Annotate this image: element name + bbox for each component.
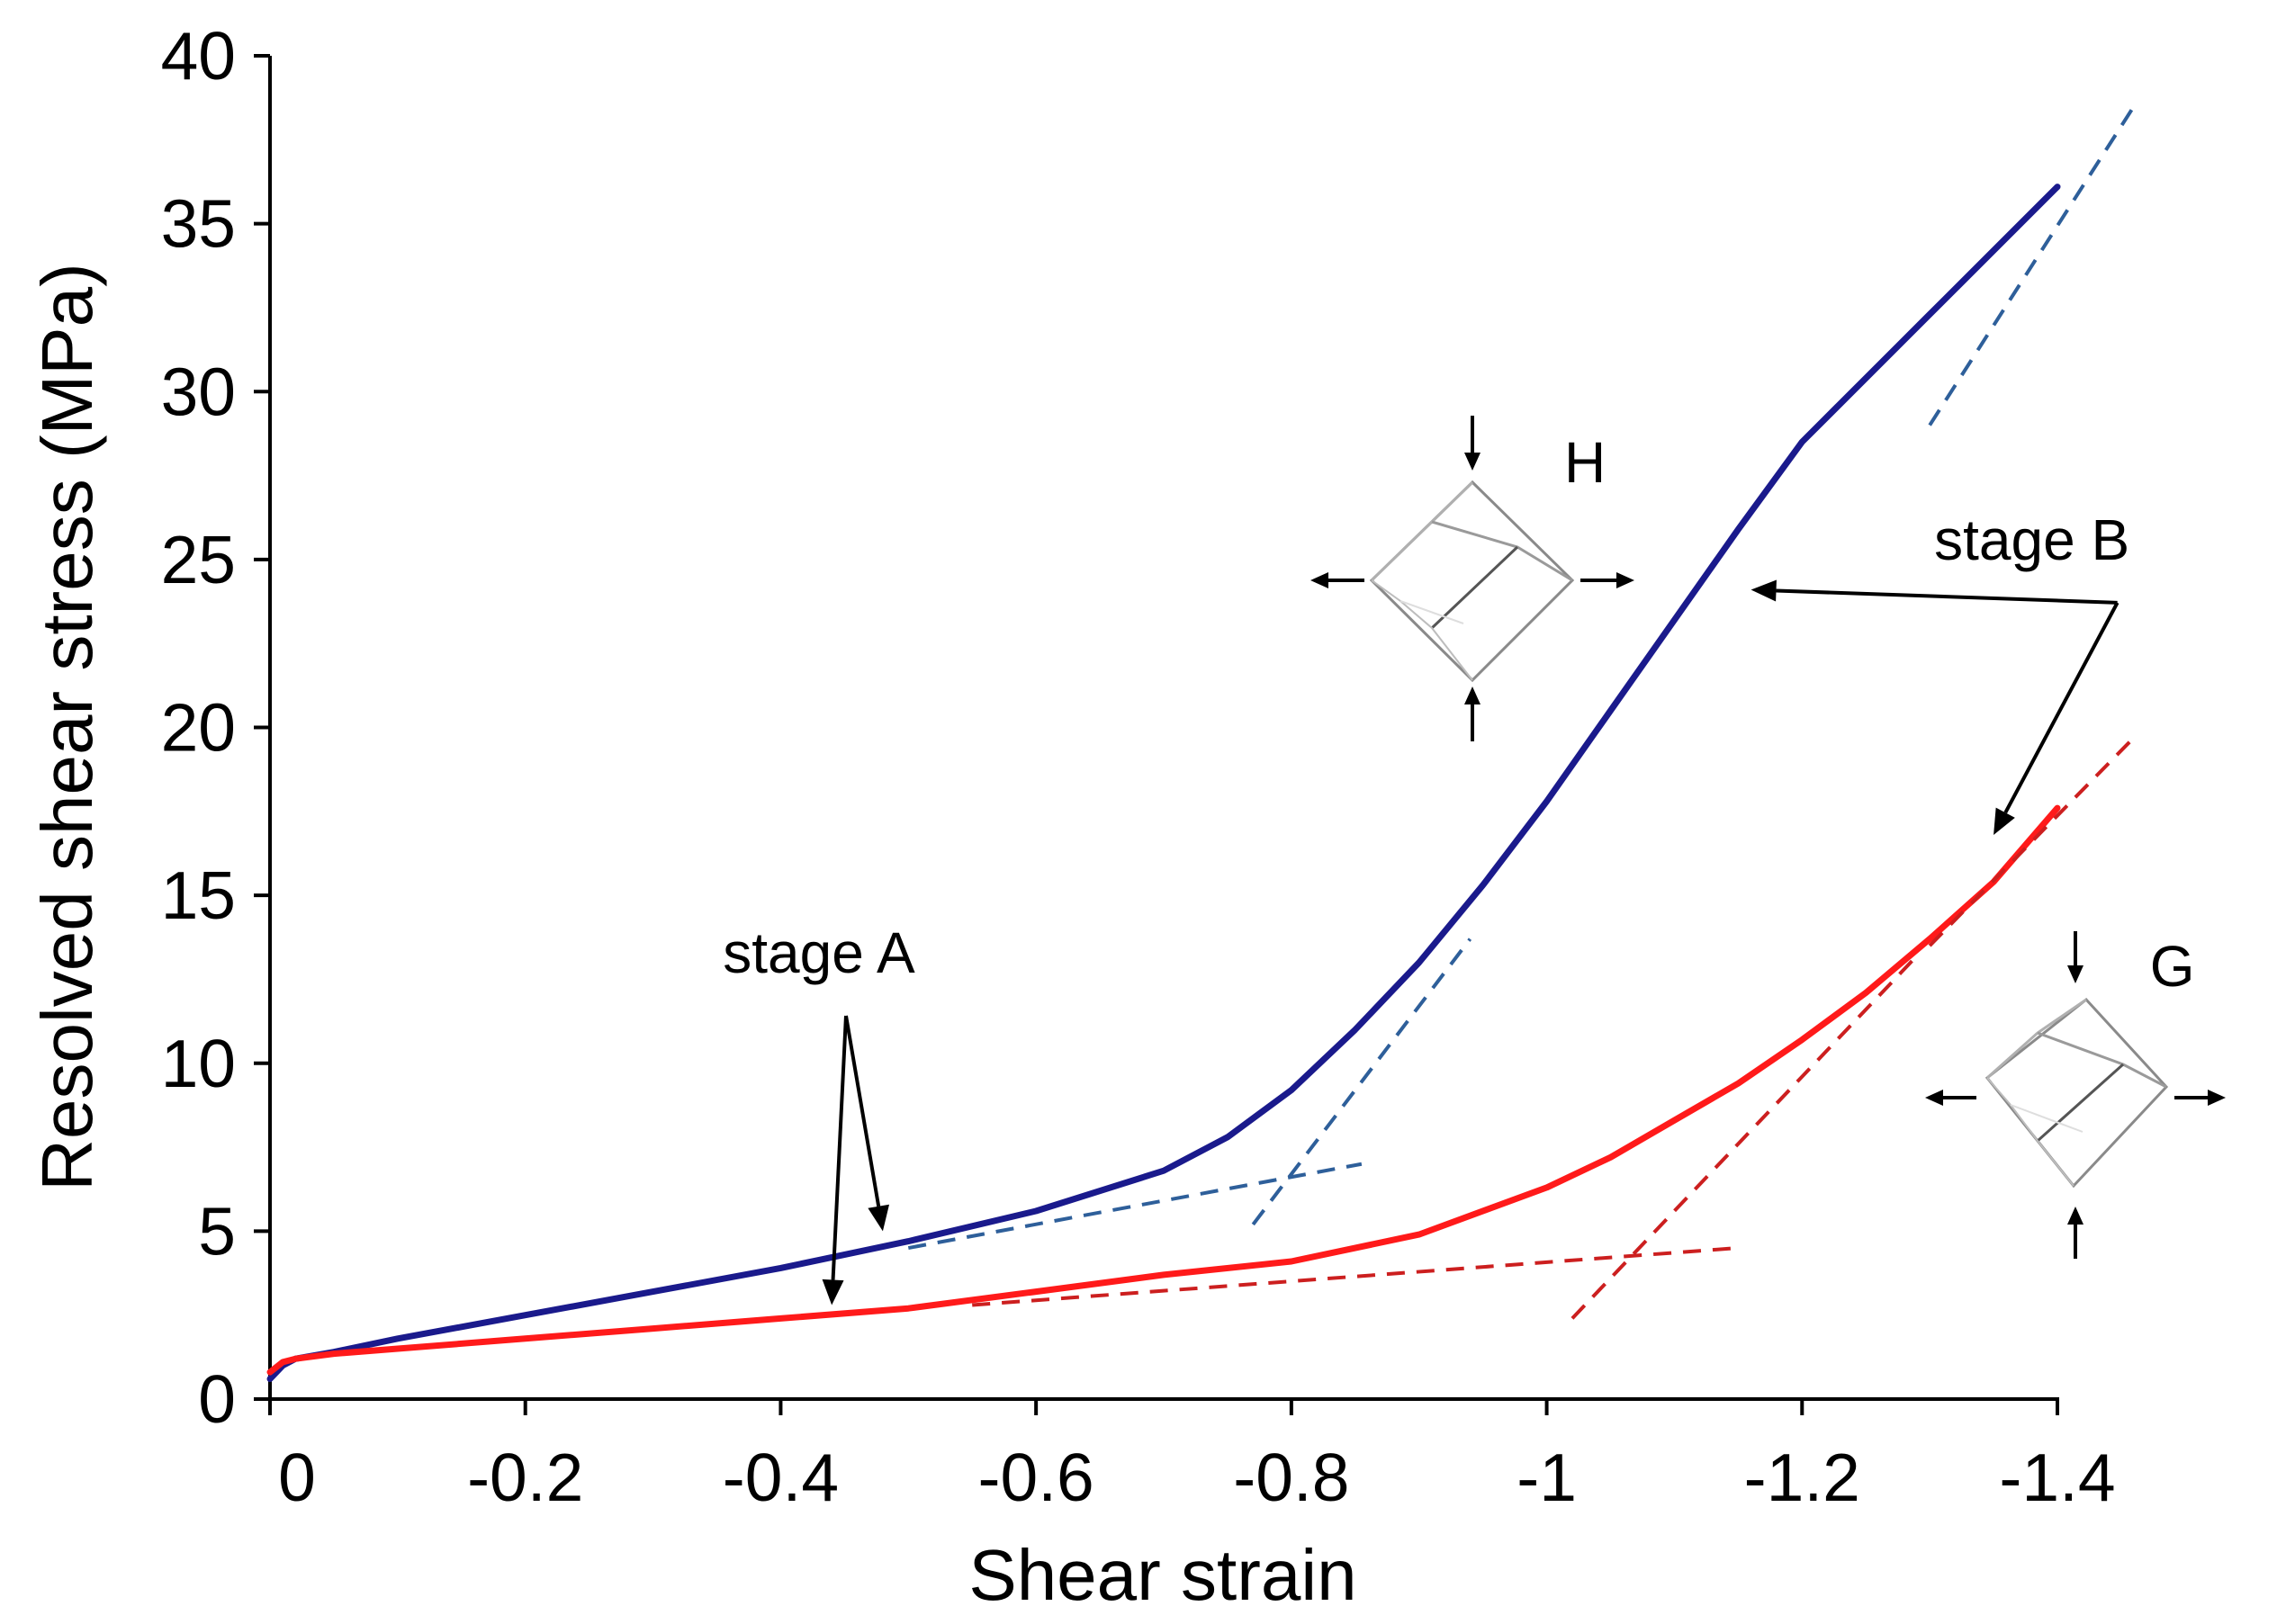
annotation-arrow-head	[822, 1279, 844, 1305]
crystal-h-outline	[1369, 480, 1575, 683]
crystal-g-edge	[1986, 1077, 2074, 1187]
x-tick-label: -0.4	[723, 1440, 839, 1515]
crystal-g-icon	[1925, 931, 2226, 1259]
arrow-head	[2067, 965, 2084, 983]
arrow-head	[1925, 1090, 1943, 1106]
x-tick-label: -1.4	[1999, 1440, 2115, 1515]
crystal-h-edge	[1430, 545, 1519, 630]
crystal-g-edge	[2036, 1063, 2125, 1143]
y-tick-label: 40	[161, 18, 236, 94]
fit-line	[907, 1162, 1363, 1251]
annotation-arrow	[844, 1015, 881, 1207]
y-tick-label: 35	[161, 186, 236, 262]
series-g-line	[266, 804, 2061, 1376]
crystal-g-edge	[2010, 1104, 2084, 1133]
annotation-arrow-head	[1750, 579, 1777, 602]
y-tick-label: 25	[161, 522, 236, 597]
y-axis-title: Resolved shear stress (MPa)	[27, 263, 107, 1190]
x-tick-label: 0	[278, 1440, 316, 1515]
annotation-arrow	[831, 1015, 848, 1280]
x-tick-label: -1	[1516, 1440, 1577, 1515]
series-h-line	[266, 184, 2061, 1383]
crystal-g-outline	[1984, 997, 2169, 1189]
crystal-h-edge	[1400, 600, 1464, 624]
annotation-h: H	[1564, 430, 1606, 495]
annotation-arrow-head	[1994, 807, 2015, 835]
x-tick-label: -1.2	[1744, 1440, 1860, 1515]
fit-line	[1570, 954, 1919, 1320]
arrow-head	[2067, 1207, 2084, 1225]
fit-line	[1251, 938, 1472, 1226]
x-tick-label: -0.8	[1233, 1440, 1349, 1515]
arrow-head	[1464, 686, 1480, 704]
annotation-stage-a: stage A	[723, 920, 915, 985]
y-tick-label: 20	[161, 690, 236, 766]
x-axis-title: Shear strain	[968, 1535, 1356, 1615]
y-tick-label: 15	[161, 857, 236, 933]
y-tick-label: 10	[161, 1026, 236, 1101]
fit-line	[972, 1246, 1739, 1307]
annotation-arrow	[2003, 601, 2120, 814]
fit-line	[1928, 104, 2136, 426]
arrow-head	[2208, 1090, 2226, 1106]
crystal-h-edge	[1371, 579, 1473, 681]
x-tick-label: -0.6	[978, 1440, 1094, 1515]
annotation-arrow-head	[868, 1204, 890, 1232]
annotation-stage-b: stage B	[1934, 507, 2129, 572]
crystal-h-icon	[1310, 416, 1634, 741]
x-tick-label: -0.2	[467, 1440, 583, 1515]
y-tick-label: 30	[161, 354, 236, 429]
fit-line	[1928, 736, 2136, 947]
y-tick-label: 0	[198, 1361, 236, 1437]
annotation-arrow	[1776, 588, 2118, 605]
y-tick-label: 5	[198, 1193, 236, 1269]
arrow-head	[1616, 572, 1634, 588]
arrow-head	[1464, 453, 1480, 471]
arrow-head	[1310, 572, 1328, 588]
annotation-g: G	[2150, 934, 2195, 999]
